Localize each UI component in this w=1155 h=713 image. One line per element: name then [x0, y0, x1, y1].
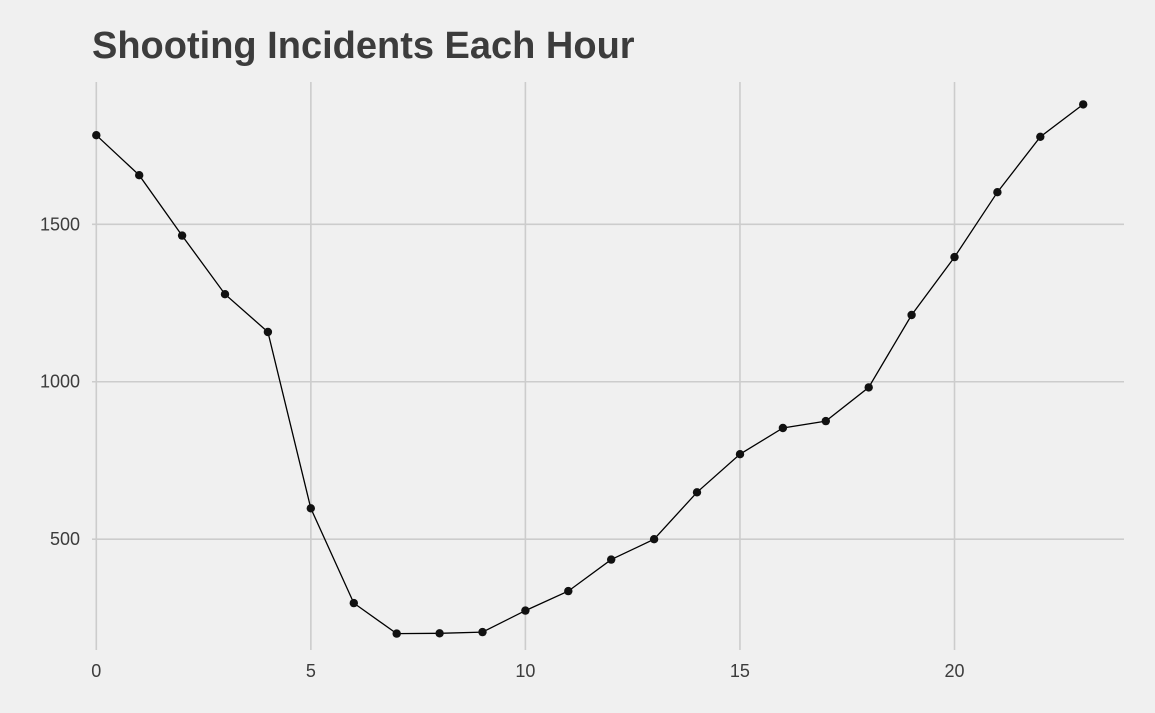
chart-title: Shooting Incidents Each Hour	[92, 25, 635, 67]
data-point	[263, 327, 273, 337]
horizontal-gridlines	[92, 223, 1124, 540]
data-point	[478, 627, 487, 637]
data-point	[1079, 100, 1088, 109]
data-point	[220, 290, 230, 299]
data-point	[993, 188, 1002, 197]
x-tick-label: 10	[515, 661, 535, 681]
y-tick-label: 1500	[40, 214, 80, 234]
x-tick-label: 0	[91, 661, 101, 681]
data-point	[177, 231, 187, 240]
data-point	[649, 535, 659, 544]
data-point	[349, 598, 358, 608]
data-point	[864, 383, 873, 392]
data-point	[435, 629, 444, 638]
data-point	[778, 423, 788, 433]
vertical-gridlines	[95, 82, 956, 650]
y-tick-labels: 500 1000 1500	[40, 214, 80, 549]
series-group	[92, 100, 1088, 638]
data-point	[306, 504, 315, 513]
data-point	[692, 488, 702, 497]
data-point	[564, 586, 573, 596]
y-tick-label: 500	[50, 529, 80, 549]
series-line	[95, 103, 1084, 635]
data-point	[950, 252, 959, 262]
x-tick-labels: 0 5 10 15 20	[91, 661, 964, 681]
data-point	[392, 629, 401, 638]
data-point	[92, 131, 101, 140]
data-point	[821, 416, 830, 426]
data-point	[735, 450, 745, 459]
data-point	[607, 555, 616, 564]
x-tick-label: 15	[730, 661, 750, 681]
x-tick-label: 5	[306, 661, 316, 681]
x-tick-label: 20	[944, 661, 964, 681]
data-point	[521, 606, 530, 615]
data-point	[1036, 132, 1045, 141]
y-tick-label: 1000	[40, 372, 80, 392]
data-point	[907, 310, 916, 320]
data-point	[135, 171, 144, 180]
